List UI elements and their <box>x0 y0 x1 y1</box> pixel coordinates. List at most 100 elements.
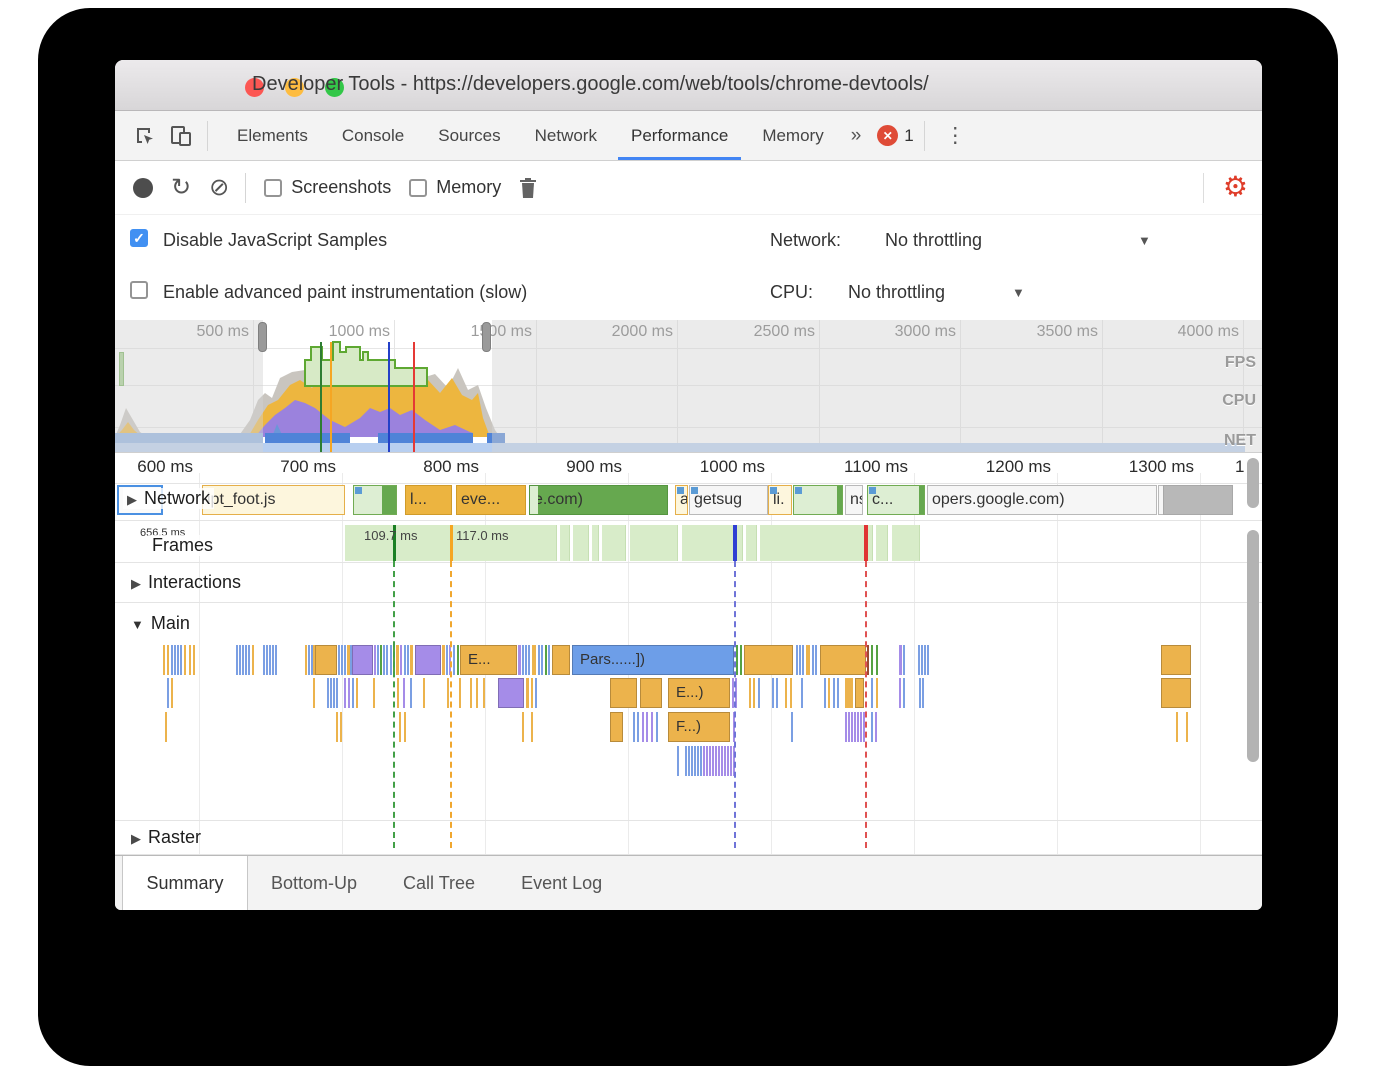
flame-bar[interactable] <box>171 645 173 675</box>
flame-bar[interactable] <box>899 645 902 675</box>
network-request[interactable]: li. <box>768 485 792 515</box>
selection-handle-right[interactable] <box>482 322 491 352</box>
track-label-main[interactable]: ▼ Main <box>131 613 190 633</box>
frame-segment[interactable] <box>746 525 757 561</box>
flame-bar[interactable] <box>528 645 530 675</box>
track-label-frames[interactable]: Frames <box>148 535 218 556</box>
close-traffic-light[interactable] <box>245 78 264 97</box>
network-request[interactable]: opers.google.com) <box>927 485 1157 515</box>
frame-segment[interactable] <box>892 525 920 561</box>
flame-bar[interactable] <box>785 678 787 708</box>
flame-bar[interactable] <box>404 712 406 742</box>
flame-bar[interactable] <box>535 678 537 708</box>
flame-bar[interactable] <box>180 645 182 675</box>
flame-bar[interactable] <box>171 678 173 708</box>
main-menu-icon[interactable]: ⋮ <box>944 124 966 147</box>
network-request[interactable]: ns <box>845 485 863 515</box>
flame-bar[interactable] <box>744 645 793 675</box>
flame-bar[interactable] <box>876 645 878 675</box>
flame-bar[interactable] <box>1161 678 1191 708</box>
tab-memory[interactable]: Memory <box>762 126 824 145</box>
flame-bar[interactable] <box>715 746 717 776</box>
flame-bar[interactable] <box>526 678 529 708</box>
network-request[interactable]: a <box>675 485 688 515</box>
flame-bar[interactable] <box>407 645 409 675</box>
flame-bar[interactable] <box>921 645 923 675</box>
flame-bar[interactable] <box>404 645 406 675</box>
flame-bar[interactable] <box>642 712 644 742</box>
reload-and-profile-button[interactable]: ↻ <box>171 173 192 201</box>
flame-bar[interactable] <box>721 746 723 776</box>
flame-bar[interactable] <box>525 645 527 675</box>
flame-bar[interactable] <box>796 645 798 675</box>
frame-segment[interactable] <box>760 525 873 561</box>
flame-bar[interactable] <box>730 746 732 776</box>
disable-js-samples-checkbox[interactable]: ✓ <box>130 229 148 247</box>
network-request[interactable]: l... <box>405 485 452 515</box>
flame-bar[interactable] <box>802 645 804 675</box>
flame-bar[interactable] <box>377 645 379 675</box>
flame-bar[interactable] <box>340 712 342 742</box>
flame-bar[interactable] <box>470 678 472 708</box>
device-toolbar-icon[interactable] <box>167 122 195 150</box>
flame-bar[interactable] <box>336 712 338 742</box>
flame-bar[interactable] <box>347 645 350 675</box>
flame-bar[interactable] <box>828 678 830 708</box>
tab-call-tree[interactable]: Call Tree <box>403 873 476 893</box>
flame-bar[interactable] <box>801 678 803 708</box>
flame-bar[interactable] <box>833 678 835 708</box>
flame-bar[interactable] <box>876 678 878 708</box>
flame-bar[interactable] <box>330 678 332 708</box>
flame-bar[interactable] <box>685 746 687 776</box>
network-request[interactable] <box>353 485 397 515</box>
flame-bar[interactable] <box>845 678 853 708</box>
flame-bar[interactable] <box>922 678 924 708</box>
flame-bar[interactable] <box>236 645 238 675</box>
cpu-throttle-caret-icon[interactable]: ▼ <box>1012 285 1025 300</box>
cpu-throttle-value[interactable]: No throttling <box>848 282 946 302</box>
collapse-arrow-icon[interactable]: ▶ <box>131 576 141 591</box>
flame-bar[interactable] <box>442 645 445 675</box>
flame-bar[interactable] <box>315 645 337 675</box>
flame-bar[interactable] <box>459 678 461 708</box>
flame-bar[interactable] <box>688 746 690 776</box>
flame-bar[interactable] <box>311 645 313 675</box>
flame-bar[interactable] <box>740 645 742 675</box>
flame-event-e[interactable]: E... <box>460 645 517 675</box>
flame-bar[interactable] <box>341 645 343 675</box>
minimize-traffic-light[interactable] <box>285 78 304 97</box>
tab-console[interactable]: Console <box>341 126 405 145</box>
flame-bar[interactable] <box>415 645 441 675</box>
flame-bar[interactable] <box>336 678 338 708</box>
frame-segment[interactable] <box>602 525 626 561</box>
flame-bar[interactable] <box>252 645 254 675</box>
flame-bar[interactable] <box>706 746 708 776</box>
inspect-element-icon[interactable] <box>131 122 159 150</box>
flame-bar[interactable] <box>857 712 859 742</box>
screenshots-checkbox[interactable]: Screenshots <box>264 177 391 198</box>
flame-bar[interactable] <box>871 645 873 675</box>
flame-bar[interactable] <box>709 746 711 776</box>
flame-bar[interactable] <box>239 645 241 675</box>
frame-segment[interactable] <box>592 525 599 561</box>
record-button[interactable] <box>133 177 153 198</box>
flame-bar[interactable] <box>193 645 195 675</box>
flame-bar[interactable] <box>453 645 455 675</box>
flame-bar[interactable] <box>338 645 340 675</box>
flame-bar[interactable] <box>532 645 536 675</box>
flame-bar[interactable] <box>350 645 352 675</box>
flame-bar[interactable] <box>184 645 186 675</box>
flame-bar[interactable] <box>446 645 448 675</box>
flame-bar[interactable] <box>651 712 653 742</box>
flame-bar[interactable] <box>498 678 524 708</box>
flame-bar[interactable] <box>263 645 265 675</box>
flame-bar[interactable] <box>308 645 310 675</box>
more-tabs-chevron[interactable]: » <box>850 124 862 146</box>
capture-settings-gear-icon[interactable]: ⚙ <box>1222 171 1248 202</box>
flame-event-e[interactable]: E...) <box>668 678 730 708</box>
network-throttle-caret-icon[interactable]: ▼ <box>1138 233 1151 248</box>
flame-bar[interactable] <box>272 645 274 675</box>
flame-bar[interactable] <box>919 678 921 708</box>
flame-bar[interactable] <box>845 712 847 742</box>
tab-network[interactable]: Network <box>534 126 597 145</box>
